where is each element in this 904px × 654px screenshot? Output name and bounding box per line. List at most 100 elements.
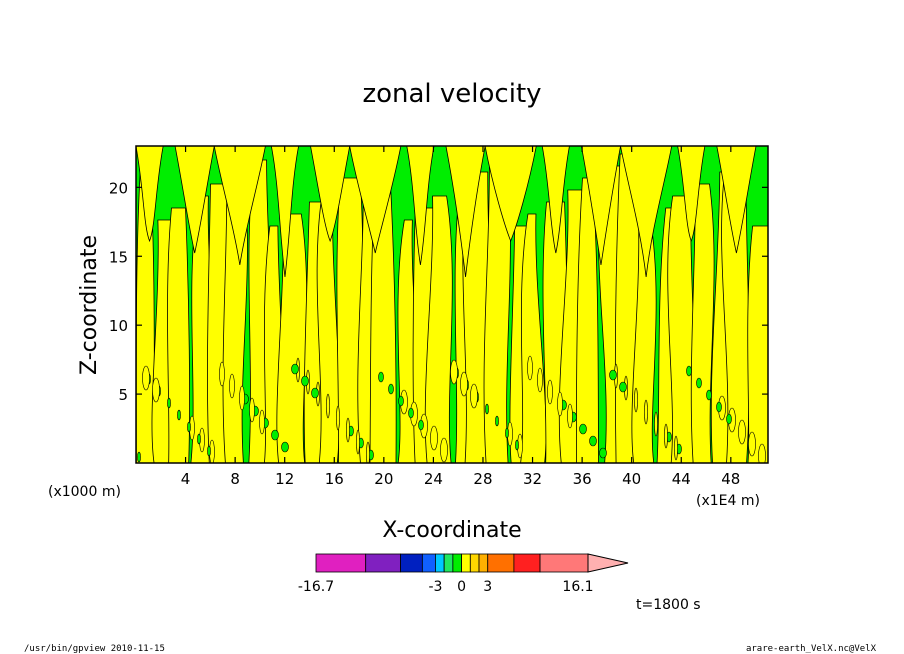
y-tick-label: 20 (109, 179, 128, 197)
turbulent-cell (460, 371, 468, 397)
turbulent-cell (219, 361, 225, 387)
x-tick-label: 40 (622, 470, 641, 488)
x-tick-label: 4 (181, 470, 191, 488)
turbulent-cell (326, 393, 330, 419)
colorbar-segment (513, 553, 541, 573)
turbulent-cell (748, 431, 756, 457)
turbulent-cell (137, 451, 141, 463)
positive-velocity-plume (424, 195, 453, 463)
upper-positive-band (174, 146, 215, 254)
y-axis: 5 10 15 20 (109, 179, 768, 404)
colorbar-tick-label: 0 (457, 579, 466, 595)
footer-left: /usr/bin/gpview 2010-11-15 (24, 644, 165, 654)
turbulent-cell (249, 397, 255, 423)
x-tick-label: 32 (523, 470, 542, 488)
colorbar-tick-label: -3 (428, 579, 442, 595)
x-tick-label: 36 (573, 470, 592, 488)
turbulent-cell (644, 399, 648, 425)
turbulent-cell (152, 377, 160, 403)
colorbar-segment (478, 553, 489, 573)
x-axis-unit: (x1E4 m) (696, 493, 760, 509)
turbulent-cell (686, 365, 692, 377)
colorbar (315, 553, 629, 573)
turbulent-cell (187, 421, 191, 433)
turbulent-cell (654, 411, 658, 437)
footer-right: arare-earth_VelX.nc@VelX (746, 644, 877, 654)
turbulent-cell (706, 389, 712, 401)
turbulent-cell (515, 439, 519, 451)
turbulent-cell (418, 419, 424, 431)
x-tick-label: 20 (374, 470, 393, 488)
y-axis-unit: (x1000 m) (48, 484, 121, 500)
y-tick-label: 15 (109, 248, 128, 266)
plot-area (135, 145, 769, 464)
colorbar-tick-label: -16.7 (298, 579, 334, 595)
turbulent-cell (527, 355, 533, 381)
velocity-field (136, 146, 768, 463)
turbulent-cell (259, 409, 265, 435)
upper-positive-band (484, 146, 537, 243)
colorbar-labels: -16.7 -3 0 3 16.1 (298, 579, 594, 595)
x-tick-label: 16 (325, 470, 344, 488)
turbulent-cell (366, 441, 370, 463)
upper-positive-band (580, 146, 622, 266)
turbulent-cell (674, 435, 678, 461)
turbulent-cell (177, 409, 181, 421)
turbulent-cell (664, 423, 668, 449)
turbulent-cell (301, 375, 309, 387)
turbulent-cell (505, 427, 509, 439)
time-annotation: t=1800 s (636, 597, 701, 613)
turbulent-cell (738, 419, 746, 445)
turbulent-cell (281, 441, 289, 453)
y-tick-label: 5 (118, 386, 128, 404)
colorbar-segment (461, 553, 471, 573)
x-tick-label: 48 (721, 470, 740, 488)
y-axis-label: Z-coordinate (77, 235, 102, 375)
x-tick-label: 12 (275, 470, 294, 488)
turbulent-cell (356, 429, 360, 455)
colorbar-segment (435, 553, 445, 573)
turbulent-cell (485, 403, 489, 415)
plot-frame (135, 145, 769, 464)
upper-positive-band (213, 146, 266, 266)
upper-positive-band (677, 146, 706, 243)
positive-velocity-plume (747, 225, 768, 463)
turbulent-cell (311, 387, 319, 399)
turbulent-cell (336, 405, 340, 431)
turbulent-cell (142, 365, 150, 391)
turbulent-cell (229, 373, 235, 399)
upper-positive-band (620, 146, 673, 278)
turbulent-cell (557, 391, 563, 417)
turbulent-cell (408, 407, 414, 419)
positive-velocity-plume (576, 177, 599, 463)
turbulent-cell (589, 435, 597, 447)
upper-positive-band (406, 146, 435, 266)
turbulent-cell (696, 377, 702, 389)
upper-positive-band (541, 146, 570, 254)
turbulent-cell (291, 363, 299, 375)
turbulent-cell (346, 417, 350, 443)
colorbar-segment (539, 553, 589, 573)
turbulent-cell (271, 429, 279, 441)
x-tick-label: 8 (230, 470, 240, 488)
turbulent-cell (167, 397, 171, 409)
turbulent-cell (726, 413, 732, 425)
colorbar-segment (452, 553, 462, 573)
positive-velocity-plume (520, 213, 547, 463)
colorbar-arrow (587, 553, 629, 573)
upper-positive-band (349, 146, 402, 254)
upper-positive-band (445, 146, 486, 278)
upper-positive-band (270, 146, 300, 278)
turbulent-cell (388, 383, 394, 395)
positive-velocity-plume (316, 189, 340, 463)
x-tick-label: 44 (672, 470, 691, 488)
colorbar-segment (315, 553, 367, 573)
turbulent-cell (634, 387, 638, 413)
y-tick-label: 10 (109, 317, 128, 335)
colorbar-segment (421, 553, 436, 573)
upper-positive-band (310, 146, 351, 243)
turbulent-cell (619, 381, 627, 393)
colorbar-segment (400, 553, 423, 573)
upper-positive-band (136, 146, 164, 243)
turbulent-cell (495, 415, 499, 427)
